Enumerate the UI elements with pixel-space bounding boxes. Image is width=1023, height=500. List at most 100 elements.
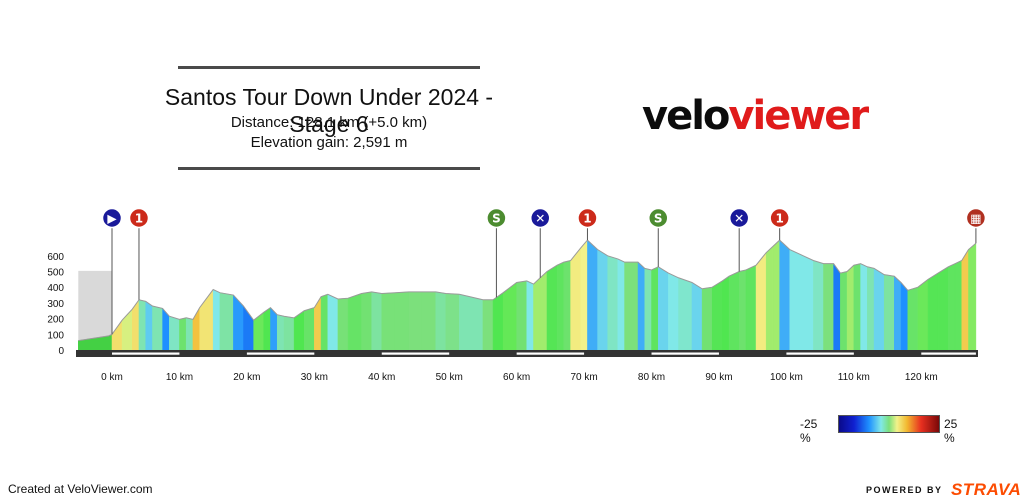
profile-segment [587,239,598,351]
profile-segment [803,255,814,351]
y-tick-label: 600 [47,252,64,263]
y-tick-label: 200 [47,315,64,326]
profile-segment [320,293,329,351]
logo-part-velo: velo [642,93,730,139]
profile-segment [482,299,494,351]
feed-marker [728,207,750,229]
profile-segment [179,317,187,351]
km-dash [112,352,180,355]
profile-segment [263,307,271,351]
x-tick-label: 120 km [905,372,938,383]
profile-segment [152,305,163,351]
profile-segment [108,333,113,351]
strava-logo: STRAVA [950,480,1022,499]
profile-segment [533,277,541,351]
profile-segment [772,239,780,351]
profile-segment [678,277,693,351]
title-box: Santos Tour Down Under 2024 - Stage 6 Di… [165,66,493,172]
finish-marker-symbol: ▦ [970,212,981,226]
profile-segment [927,272,939,351]
profile-segment [789,249,804,351]
km-dash [381,352,450,355]
profile-outline [78,239,977,342]
x-tick-label: 30 km [301,372,328,383]
title-rule-top [178,66,480,69]
profile-segment [644,268,652,351]
profile-segment [917,278,929,351]
profile-segment [658,266,669,351]
profile-segment [728,271,740,351]
x-tick-label: 80 km [638,372,665,383]
profile-segment [408,291,423,351]
profile-segment [867,266,875,351]
profile-segment [833,262,841,351]
legend-min-label: -25 % [800,417,818,445]
sprint-marker-symbol: S [654,212,663,226]
feed-marker-symbol: ✕ [734,212,744,226]
profile-segment [445,293,460,351]
profile-segment [212,289,221,351]
x-tick-label: 20 km [233,372,260,383]
y-tick-label: 300 [47,299,64,310]
x-tick-label: 40 km [368,372,395,383]
start-marker-symbol: ▶ [107,212,117,226]
legend-gradient-bar [838,415,940,433]
km-dash [246,352,315,355]
profile-segment [597,249,608,351]
profile-segment [954,260,962,351]
x-tick-label: 110 km [838,372,870,383]
profile-segment [968,242,977,351]
profile-segment [860,263,868,351]
profile-segment [169,315,180,351]
x-tick-label: 60 km [503,372,530,383]
finish-marker [965,207,987,229]
elevation-text: Elevation gain: 2,591 m [250,134,408,151]
profile-segment [873,267,885,351]
profile-segment [283,315,295,351]
sprint-marker [486,207,507,229]
profile-segment [711,280,723,351]
profile-segment [111,319,123,351]
feed-marker [529,207,551,229]
logo-part-viewer: viewer [728,93,869,139]
profile-segment [516,280,528,351]
profile-segment [563,260,571,351]
profile-segment [539,270,548,351]
profile-segment [219,292,234,351]
profile-segment [883,274,895,351]
profile-segment [607,255,619,351]
profile-segment [937,266,949,351]
profile-segment [253,311,264,351]
x-tick-label: 70 km [570,372,597,383]
km-dash [651,352,719,355]
profile-segment [745,264,757,351]
profile-segment [668,272,679,351]
y-tick-label: 0 [58,346,64,357]
profile-segment [722,275,730,351]
profile-segment [624,261,639,351]
profile-segment [961,248,969,351]
profile-segment [701,286,713,351]
x-tick-label: 10 km [166,372,193,383]
distance-text: Distance: 128.1 km (+5.0 km) [230,114,428,131]
sprint-marker-symbol: S [492,212,501,226]
profile-segment [185,317,194,351]
profile-segment [361,291,372,351]
x-tick-label: 100 km [770,372,803,383]
km-dash [786,352,854,355]
profile-segment [502,281,517,351]
powered-by-text: POWERED BY [866,485,943,495]
profile-segment [779,239,791,351]
profile-segment [813,260,824,351]
profile-segment [327,293,339,351]
profile-segment [853,263,861,351]
profile-segment [637,261,646,351]
veloviewer-logo: veloviewer [642,93,869,139]
profile-segment [314,295,322,351]
profile-segment [435,291,447,351]
profile-segment [900,281,909,351]
profile-segment [823,263,834,351]
x-tick-label: 50 km [436,372,463,383]
y-tick-label: 500 [47,268,64,279]
profile-segment [840,271,848,351]
